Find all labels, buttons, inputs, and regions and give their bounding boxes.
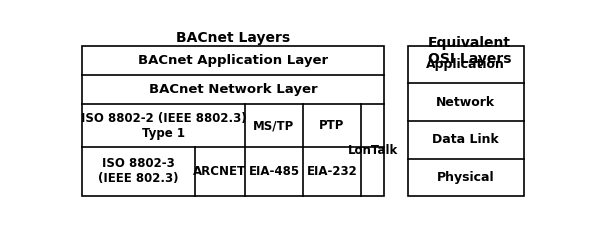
Text: ISO 8802-2 (IEEE 8802.3)
Type 1: ISO 8802-2 (IEEE 8802.3) Type 1 [81, 112, 246, 140]
Text: PTP: PTP [320, 119, 345, 132]
Text: BACnet Layers: BACnet Layers [176, 31, 290, 45]
Text: EIA-232: EIA-232 [306, 165, 358, 178]
Text: Data Link: Data Link [433, 133, 499, 146]
Text: LonTalk: LonTalk [347, 144, 398, 157]
Text: EIA-485: EIA-485 [248, 165, 299, 178]
Bar [82, 46, 384, 196]
Text: ISO 8802-3
(IEEE 802.3): ISO 8802-3 (IEEE 802.3) [98, 158, 178, 185]
Text: Equivalent
OSI Layers: Equivalent OSI Layers [428, 36, 511, 66]
Text: Application: Application [426, 58, 505, 71]
Text: BACnet Application Layer: BACnet Application Layer [138, 54, 328, 67]
Text: ARCNET: ARCNET [193, 165, 246, 178]
Bar [408, 46, 524, 196]
Text: Physical: Physical [437, 171, 494, 184]
Text: BACnet Network Layer: BACnet Network Layer [149, 83, 318, 96]
Text: Network: Network [436, 96, 495, 109]
Text: MS/TP: MS/TP [253, 119, 295, 132]
